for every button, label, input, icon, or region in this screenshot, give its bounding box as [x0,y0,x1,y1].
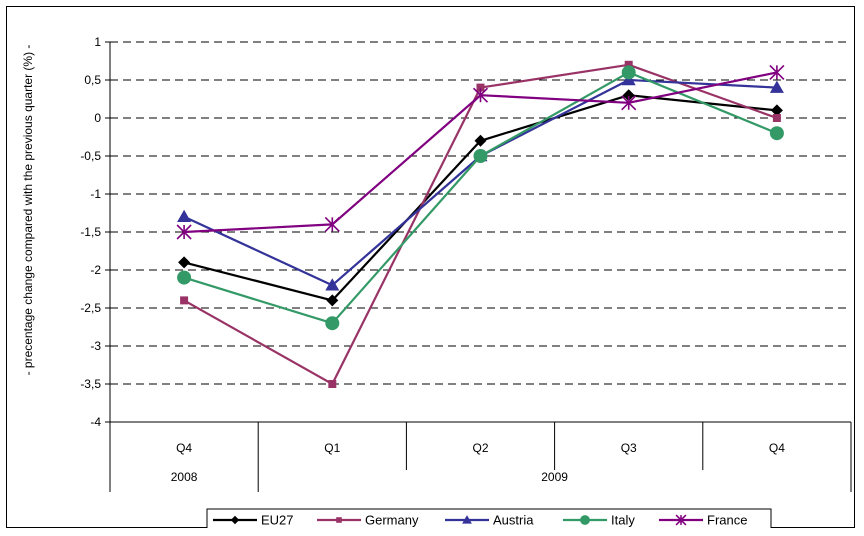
x-tick-label: Q4 [769,441,785,455]
data-point [180,296,189,305]
data-point [772,114,781,122]
legend-label: EU27 [261,513,294,528]
legend-marker [230,515,240,525]
data-point [624,60,633,69]
y-tick-label: -3 [90,339,101,353]
data-point [325,278,340,291]
data-point [176,224,192,240]
x-tick-label: Q2 [472,441,488,455]
legend-label: Italy [611,513,635,528]
chart-frame: 1 0,5 0 -0,5 -1 -1,5 -2 -2,5 -3 -3,5 -4 Q4 Q1 Q2 Q3 Q4 2… [6,6,855,532]
data-point [328,380,337,388]
data-point [472,87,489,103]
grid [110,41,851,385]
y-tick-label: -1 [90,187,101,201]
data-point [769,80,784,93]
legend-item-eu27: EU27 [213,513,294,528]
data-point [769,64,785,80]
y-tick-label: -4 [90,415,101,429]
data-point [326,294,339,307]
data-point [177,209,192,223]
line-chart: 1 0,5 0 -0,5 -1 -1,5 -2 -2,5 -3 -3,5 -4 Q4 Q1 Q2 Q3 Q4 2… [6,6,855,532]
legend-item-france: France [659,513,747,528]
data-point [476,83,485,92]
series-france [176,64,785,240]
y-tick-label: -2 [90,263,101,277]
legend-marker [675,514,687,526]
y-tick-label: 0 [94,111,101,125]
legend-label: Austria [493,513,534,528]
data-point [769,126,784,141]
legend-item-austria: Austria [445,513,534,528]
legend-marker [580,515,590,525]
data-point [178,256,191,269]
x-tick-label: Q4 [176,441,192,455]
x-tick-label: Q3 [621,441,637,455]
data-point [473,149,488,163]
series-eu27 [178,89,783,307]
data-point [474,134,487,147]
data-point [324,216,340,232]
legend-marker [462,515,472,524]
data-point [325,316,340,331]
year-label: 2009 [541,470,568,484]
x-tick-label: Q1 [324,441,340,455]
legend: EU27 Germany Austria Italy France [206,508,772,532]
legend-label: France [707,513,747,528]
data-point [621,95,637,111]
y-tick-label: -3,5 [80,377,101,391]
y-tick-label: 0,5 [84,73,101,87]
legend-label: Germany [365,513,419,528]
legend-marker [336,517,342,523]
legend-item-italy: Italy [563,513,635,528]
y-tick-label: -1,5 [80,225,101,239]
data-point [177,270,192,285]
y-tick-label: -2,5 [80,301,101,315]
series [176,60,785,388]
legend-item-germany: Germany [317,513,419,528]
data-point [770,104,783,117]
y-axis-label: - precentage change compared with the pr… [21,45,35,376]
y-tick-label: 1 [94,35,101,49]
axes: 1 0,5 0 -0,5 -1 -1,5 -2 -2,5 -3 -3,5 -4 Q4 Q1 Q2 Q3 Q4 2… [80,35,852,492]
y-tick-label: -0,5 [80,149,101,163]
year-label: 2008 [171,470,198,484]
data-point [621,65,636,80]
data-point [622,89,635,102]
chart-border [6,6,855,528]
